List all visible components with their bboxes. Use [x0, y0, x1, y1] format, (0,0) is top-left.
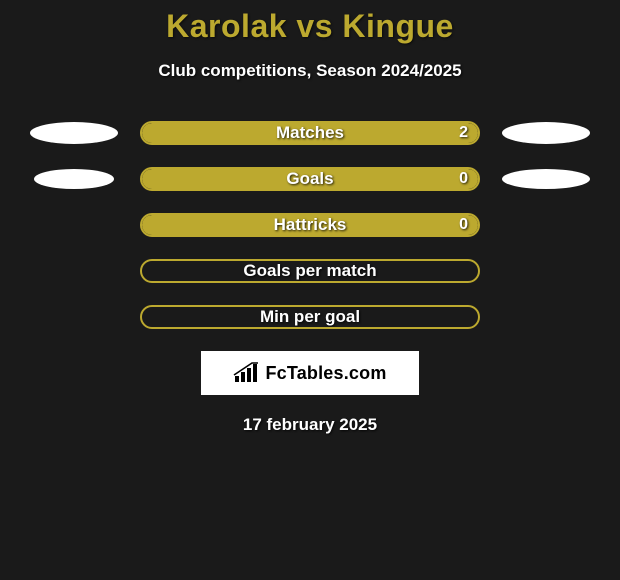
subtitle: Club competitions, Season 2024/2025: [0, 61, 620, 81]
date-text: 17 february 2025: [0, 415, 620, 435]
stat-label: Min per goal: [260, 307, 360, 327]
brand-badge[interactable]: FcTables.com: [201, 351, 419, 395]
player-left-marker: [30, 122, 118, 144]
stat-bar: Goals per match: [140, 259, 480, 283]
stat-value: 0: [459, 170, 468, 188]
right-ellipse-slot: [480, 169, 590, 189]
right-ellipse-slot: [480, 122, 590, 144]
bar-chart-icon: [233, 362, 259, 384]
left-ellipse-slot: [30, 169, 140, 189]
stat-value: 0: [459, 216, 468, 234]
stat-label: Matches: [276, 123, 344, 143]
stat-rows: Matches 2 Goals 0 Hattricks 0 Goals per match M…: [0, 121, 620, 329]
stat-row: Goals per match: [0, 259, 620, 283]
comparison-card: Karolak vs Kingue Club competitions, Sea…: [0, 0, 620, 435]
stat-value: 2: [459, 124, 468, 142]
stat-bar: Min per goal: [140, 305, 480, 329]
player-left-marker: [34, 169, 114, 189]
page-title: Karolak vs Kingue: [0, 8, 620, 45]
stat-label: Goals per match: [243, 261, 376, 281]
stat-bar: Hattricks 0: [140, 213, 480, 237]
brand-text: FcTables.com: [265, 363, 386, 384]
stat-row: Goals 0: [0, 167, 620, 191]
stat-label: Goals: [286, 169, 333, 189]
left-ellipse-slot: [30, 122, 140, 144]
player-right-marker: [502, 169, 590, 189]
stat-row: Matches 2: [0, 121, 620, 145]
stat-bar: Goals 0: [140, 167, 480, 191]
stat-row: Hattricks 0: [0, 213, 620, 237]
player-right-marker: [502, 122, 590, 144]
stat-bar: Matches 2: [140, 121, 480, 145]
stat-label: Hattricks: [274, 215, 347, 235]
stat-row: Min per goal: [0, 305, 620, 329]
